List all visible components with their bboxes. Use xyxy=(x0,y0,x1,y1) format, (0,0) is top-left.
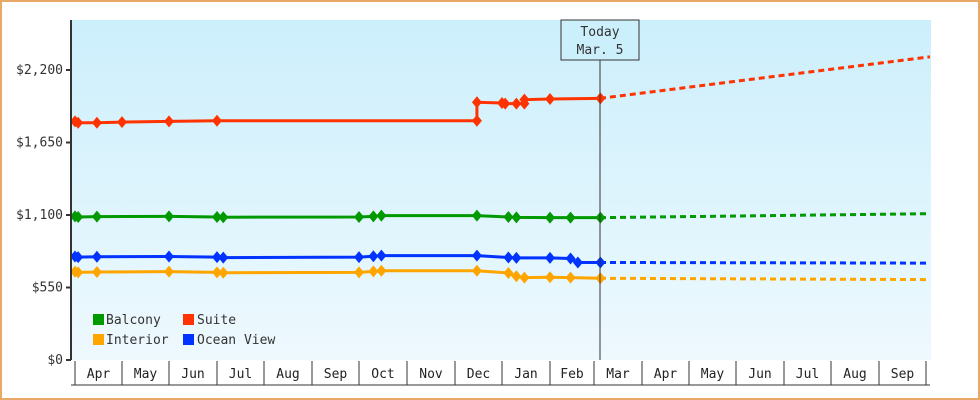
x-month-label: Aug xyxy=(843,367,866,382)
data-point[interactable] xyxy=(376,209,387,222)
data-point[interactable] xyxy=(471,249,482,262)
x-month-label: Jan xyxy=(514,367,537,382)
data-point[interactable] xyxy=(164,115,174,128)
today-marker: Today Mar. 5 xyxy=(560,19,640,360)
x-month-label: Feb xyxy=(560,367,584,382)
x-month-label: Oct xyxy=(371,367,394,382)
data-point[interactable] xyxy=(368,265,379,278)
data-point[interactable] xyxy=(545,93,555,105)
data-point[interactable] xyxy=(164,210,174,223)
plot-area xyxy=(71,20,931,360)
y-tick-label: $550 xyxy=(32,281,63,296)
data-point[interactable] xyxy=(511,251,522,264)
data-point[interactable] xyxy=(73,116,84,129)
data-point[interactable] xyxy=(511,270,522,283)
data-point[interactable] xyxy=(500,97,511,110)
data-point[interactable] xyxy=(519,271,530,284)
data-point[interactable] xyxy=(212,114,222,127)
legend-label-interior: Interior xyxy=(106,333,169,348)
legend-swatch-ocean-view xyxy=(183,334,194,345)
data-point[interactable] xyxy=(503,251,514,264)
legend-label-balcony: Balcony xyxy=(106,313,161,328)
data-point[interactable] xyxy=(354,266,364,279)
x-month-label: Apr xyxy=(87,367,111,382)
legend-swatch-suite xyxy=(183,314,194,325)
data-point[interactable] xyxy=(218,266,229,279)
data-point[interactable] xyxy=(218,251,229,264)
x-month-label: Jul xyxy=(229,367,252,382)
data-point[interactable] xyxy=(545,211,555,224)
data-point[interactable] xyxy=(519,93,530,106)
data-point[interactable] xyxy=(545,251,555,264)
data-point[interactable] xyxy=(572,256,583,269)
x-month-label: May xyxy=(134,367,158,382)
series-suite xyxy=(70,55,931,129)
y-tick-label: $2,200 xyxy=(16,63,63,78)
x-month-label: Apr xyxy=(654,367,678,382)
data-point[interactable] xyxy=(212,251,222,264)
data-point[interactable] xyxy=(545,271,555,284)
data-point[interactable] xyxy=(511,97,522,110)
x-month-label: May xyxy=(701,367,725,382)
today-label: Today xyxy=(580,25,619,40)
data-point[interactable] xyxy=(376,249,387,262)
series-interior xyxy=(70,264,931,285)
data-point[interactable] xyxy=(565,252,576,265)
data-point[interactable] xyxy=(368,250,379,263)
y-tick-label: $0 xyxy=(47,353,63,368)
y-tick-label: $1,650 xyxy=(16,136,63,151)
data-point[interactable] xyxy=(212,210,222,223)
data-point[interactable] xyxy=(471,264,482,277)
data-point[interactable] xyxy=(565,211,576,224)
data-point[interactable] xyxy=(91,265,102,278)
data-point[interactable] xyxy=(565,271,576,284)
data-point[interactable] xyxy=(73,251,84,264)
legend-swatch-interior xyxy=(93,334,104,345)
series-ocean-view xyxy=(70,249,931,269)
x-month-label: Dec xyxy=(467,367,490,382)
data-point[interactable] xyxy=(164,265,174,278)
today-date: Mar. 5 xyxy=(577,43,624,58)
data-point[interactable] xyxy=(471,209,482,222)
data-point[interactable] xyxy=(503,267,514,279)
data-point[interactable] xyxy=(73,266,84,279)
series-balcony xyxy=(70,209,931,224)
x-month-label: Aug xyxy=(276,367,299,382)
x-month-label: Jul xyxy=(796,367,819,382)
data-point[interactable] xyxy=(91,210,102,223)
data-point[interactable] xyxy=(354,210,364,223)
data-point[interactable] xyxy=(511,211,522,224)
x-month-label: Mar xyxy=(606,367,630,382)
data-point[interactable] xyxy=(471,114,482,127)
data-point[interactable] xyxy=(354,251,364,264)
legend-swatch-balcony xyxy=(93,314,104,325)
x-month-label: Jun xyxy=(181,367,204,382)
data-point[interactable] xyxy=(91,116,102,129)
x-month-label: Nov xyxy=(419,367,443,382)
data-point[interactable] xyxy=(91,250,102,263)
data-point[interactable] xyxy=(471,96,482,109)
data-point[interactable] xyxy=(503,210,514,223)
x-month-label: Sep xyxy=(891,367,915,382)
data-point[interactable] xyxy=(376,264,387,277)
x-month-label: Sep xyxy=(324,367,348,382)
data-point[interactable] xyxy=(117,116,127,129)
data-point[interactable] xyxy=(212,266,222,279)
data-point[interactable] xyxy=(164,250,174,263)
legend-label-suite: Suite xyxy=(197,313,236,328)
data-point[interactable] xyxy=(218,211,229,224)
x-month-label: Jun xyxy=(748,367,771,382)
y-tick-label: $1,100 xyxy=(16,208,63,223)
legend: Balcony Suite Interior Ocean View xyxy=(93,313,275,348)
legend-label-ocean-view: Ocean View xyxy=(197,333,275,348)
data-point[interactable] xyxy=(368,210,379,223)
data-point[interactable] xyxy=(73,210,84,223)
